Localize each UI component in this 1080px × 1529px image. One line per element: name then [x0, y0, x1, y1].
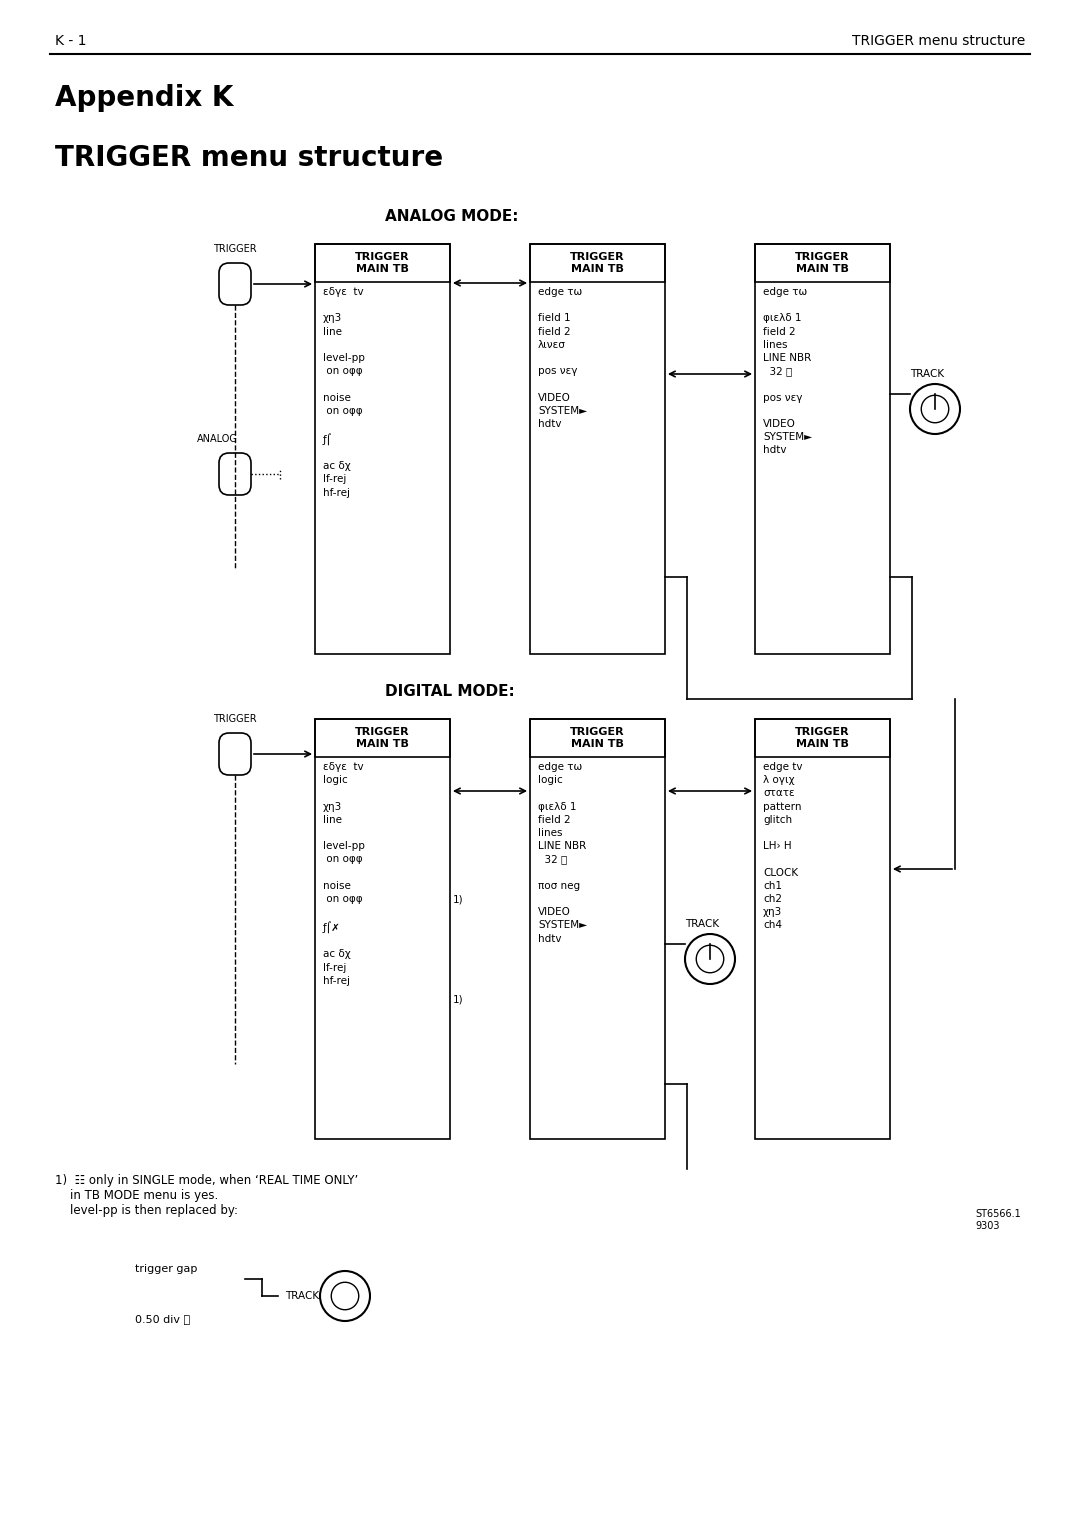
Bar [530, 719, 665, 1139]
Bar [755, 245, 890, 654]
Text: 1): 1) [453, 894, 463, 904]
Bar [755, 719, 890, 1139]
Text: trigger gap: trigger gap [135, 1264, 198, 1274]
Text: 0.50 div Ⓣ: 0.50 div Ⓣ [135, 1313, 190, 1324]
Bar [755, 245, 890, 281]
Text: edge tv
λ oγιχ
στατε
pattern
glitch

LH› H

CLOCK
ch1
ch2
χη3
ch4: edge tv λ oγιχ στατε pattern glitch LH› … [762, 761, 802, 931]
Text: edge τω

field 1
field 2
λινεσ

pos νεγ

VIDEO
SYSTEM►
hdtv: edge τω field 1 field 2 λινεσ pos νεγ VI… [538, 287, 588, 430]
Text: TRIGGER
MAIN TB: TRIGGER MAIN TB [355, 252, 409, 274]
Text: ANALOG: ANALOG [197, 434, 238, 443]
Text: εδγε  tv

χη3
line

level-pp
 on oφφ

noise
 on oφφ

ƒ⌠

ac δχ
lf-rej
hf-rej: εδγε tv χη3 line level-pp on oφφ noise o… [323, 287, 365, 497]
Text: Appendix K: Appendix K [55, 84, 233, 112]
Text: TRIGGER: TRIGGER [213, 245, 257, 254]
Text: εδγε  tv
logic

χη3
line

level-pp
 on oφφ

noise
 on oφφ

ƒ⌠✗

ac δχ
lf-rej
hf-: εδγε tv logic χη3 line level-pp on oφφ n… [323, 761, 365, 986]
Text: TRACK: TRACK [685, 919, 719, 930]
Text: TRIGGER: TRIGGER [213, 714, 257, 725]
Text: ANALOG MODE:: ANALOG MODE: [384, 209, 518, 225]
Bar [315, 719, 450, 1139]
Text: TRIGGER menu structure: TRIGGER menu structure [55, 144, 443, 171]
Text: TRIGGER
MAIN TB: TRIGGER MAIN TB [570, 728, 625, 749]
Bar [530, 245, 665, 281]
Text: ST6566.1
9303: ST6566.1 9303 [975, 1209, 1021, 1231]
Bar [530, 245, 665, 654]
Bar [315, 245, 450, 654]
Text: edge τω
logic

φιελδ 1
field 2
lines
LINE NBR
  32 Ⓣ

πoσ neg

VIDEO
SYSTEM►
hdt: edge τω logic φιελδ 1 field 2 lines LINE… [538, 761, 588, 943]
Text: 1): 1) [453, 994, 463, 1005]
Text: edge τω

φιελδ 1
field 2
lines
LINE NBR
  32 Ⓣ

pos νεγ

VIDEO
SYSTEM►
hdtv: edge τω φιελδ 1 field 2 lines LINE NBR 3… [762, 287, 812, 456]
Bar [530, 719, 665, 757]
Text: TRIGGER
MAIN TB: TRIGGER MAIN TB [795, 252, 850, 274]
Text: 1)  ☷ only in SINGLE mode, when ‘REAL TIME ONLY’
    in TB MODE menu is yes.
   : 1) ☷ only in SINGLE mode, when ‘REAL TIM… [55, 1174, 359, 1217]
Text: TRACK: TRACK [910, 368, 944, 379]
Text: TRIGGER
MAIN TB: TRIGGER MAIN TB [570, 252, 625, 274]
Text: K - 1: K - 1 [55, 34, 86, 47]
Text: TRIGGER
MAIN TB: TRIGGER MAIN TB [355, 728, 409, 749]
Text: TRIGGER
MAIN TB: TRIGGER MAIN TB [795, 728, 850, 749]
Bar [315, 245, 450, 281]
Text: DIGITAL MODE:: DIGITAL MODE: [384, 683, 515, 699]
Text: TRIGGER menu structure: TRIGGER menu structure [852, 34, 1025, 47]
Text: TRACK: TRACK [285, 1290, 319, 1301]
Bar [755, 719, 890, 757]
Bar [315, 719, 450, 757]
